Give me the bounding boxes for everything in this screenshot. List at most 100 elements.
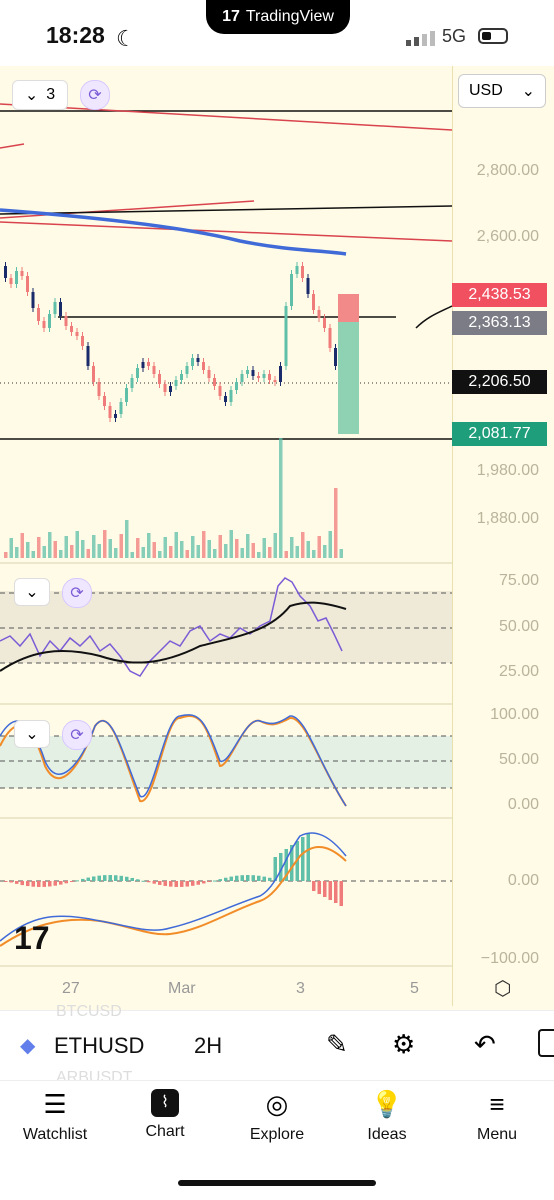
time-label: Mar	[168, 980, 196, 997]
candle	[295, 266, 299, 274]
volume-bar	[59, 550, 63, 558]
price-tag-green: 2,081.77	[452, 422, 547, 446]
volume-bar	[114, 548, 118, 558]
volume-bar	[301, 532, 305, 558]
nav-watchlist[interactable]: ☰ Watchlist	[0, 1089, 110, 1144]
candle	[4, 266, 7, 278]
currency-select[interactable]: USD ⌄	[458, 74, 546, 108]
dynamic-island: 17 TradingView	[206, 0, 350, 34]
candle	[180, 374, 183, 380]
ethereum-icon: ◆	[20, 1035, 36, 1057]
candle	[191, 358, 194, 366]
symbol-button[interactable]: ETHUSD	[54, 1033, 145, 1058]
macd-histogram-bar	[75, 880, 79, 882]
nav-chart[interactable]: ⌇ Chart	[110, 1089, 220, 1141]
price-axis[interactable]: 2,800.00 2,600.00 1,980.00 1,880.00 75.0…	[452, 66, 554, 1006]
network-type: 5G	[442, 26, 467, 46]
macd-histogram-bar	[207, 881, 211, 883]
indicator-settings-icon[interactable]: ⚙	[392, 1029, 416, 1059]
volume-bar	[152, 542, 156, 558]
brand-name: TradingView	[245, 8, 334, 25]
candle	[207, 370, 211, 378]
macd-histogram-bar	[334, 881, 338, 903]
candle	[75, 332, 79, 336]
volume-bar	[334, 488, 338, 558]
macd-histogram-bar	[136, 879, 140, 881]
macd-histogram-bar	[224, 877, 228, 881]
stop-loss-zone[interactable]	[338, 294, 359, 322]
candle	[9, 278, 13, 284]
nav-menu[interactable]: ≡ Menu	[442, 1089, 552, 1144]
price-chart[interactable]	[0, 66, 452, 1006]
macd-histogram-bar	[37, 881, 41, 887]
interval-button[interactable]: 2H	[194, 1033, 223, 1058]
candle	[26, 276, 29, 292]
macd-histogram-bar	[53, 881, 57, 886]
status-time: 18:28	[46, 22, 105, 48]
volume-bar	[191, 536, 195, 558]
candle	[37, 308, 40, 321]
candle	[86, 346, 90, 366]
take-profit-zone[interactable]	[338, 322, 359, 434]
candle	[48, 314, 51, 328]
candle	[119, 402, 123, 414]
moving-average-line	[0, 208, 347, 256]
volume-bar	[26, 542, 30, 558]
volume-bar	[196, 545, 200, 558]
stoch-axis-label: 100.00	[490, 706, 539, 723]
watchlist-icon: ☰	[43, 1089, 67, 1119]
undo-icon[interactable]: ↶	[474, 1029, 496, 1059]
drawing-pen-icon[interactable]: ✎	[326, 1029, 348, 1059]
candle	[323, 318, 326, 328]
nav-explore[interactable]: ◎ Explore	[222, 1089, 332, 1144]
volume-bar	[295, 546, 299, 558]
macd-histogram-bar	[141, 880, 145, 882]
macd-histogram-bar	[235, 875, 239, 881]
macd-histogram-bar	[20, 881, 24, 886]
volume-bar	[125, 520, 129, 558]
nav-ideas[interactable]: 💡 Ideas	[332, 1089, 442, 1144]
macd-histogram-bar	[240, 875, 244, 881]
macd-histogram-bar	[257, 875, 261, 881]
rsi-ma-line	[0, 601, 347, 672]
volume-bar	[4, 552, 8, 558]
volume-bar	[317, 536, 321, 558]
refresh-icon[interactable]: ⟳	[62, 720, 92, 750]
time-axis[interactable]: 27 Mar 3 5 ⬡	[0, 968, 554, 1006]
red-trend-line[interactable]	[0, 103, 452, 131]
volume-bar	[284, 551, 288, 558]
refresh-icon[interactable]: ⟳	[62, 578, 92, 608]
refresh-icon[interactable]: ⟳	[80, 80, 110, 110]
macd-histogram-bar	[31, 881, 35, 887]
ghost-symbol: BTCUSD	[56, 1003, 122, 1020]
stoch-collapse-button[interactable]: ⌄	[14, 720, 50, 748]
macd-histogram-bar	[312, 881, 316, 891]
fullscreen-icon[interactable]	[538, 1029, 554, 1057]
candle	[81, 336, 84, 346]
candle	[306, 278, 310, 294]
volume-bar	[251, 543, 255, 558]
rsi-collapse-button[interactable]: ⌄	[14, 578, 50, 606]
time-label: 5	[410, 980, 419, 997]
chevron-down-icon: ⌄	[24, 87, 39, 104]
macd-histogram-bar	[191, 881, 195, 886]
indicators-collapse-button[interactable]: ⌄ 3	[12, 80, 68, 110]
candle	[224, 396, 227, 402]
volume-bar	[279, 438, 283, 558]
signal-icon	[406, 30, 438, 46]
candle	[218, 386, 222, 396]
stoch-axis-label: 50.00	[498, 751, 539, 768]
candle	[301, 266, 304, 278]
candle	[97, 382, 101, 396]
candle	[15, 271, 18, 284]
candle	[257, 376, 260, 378]
macd-histogram-bar	[306, 833, 310, 881]
candle	[103, 396, 106, 406]
volume-bar	[31, 551, 35, 558]
macd-histogram-bar	[103, 875, 107, 881]
nav-label: Explore	[249, 1126, 305, 1143]
settings-hexagon-icon[interactable]: ⬡	[494, 978, 512, 1000]
volume-bar	[290, 537, 294, 558]
volume-bar	[257, 552, 261, 558]
macd-histogram-bar	[119, 875, 123, 881]
